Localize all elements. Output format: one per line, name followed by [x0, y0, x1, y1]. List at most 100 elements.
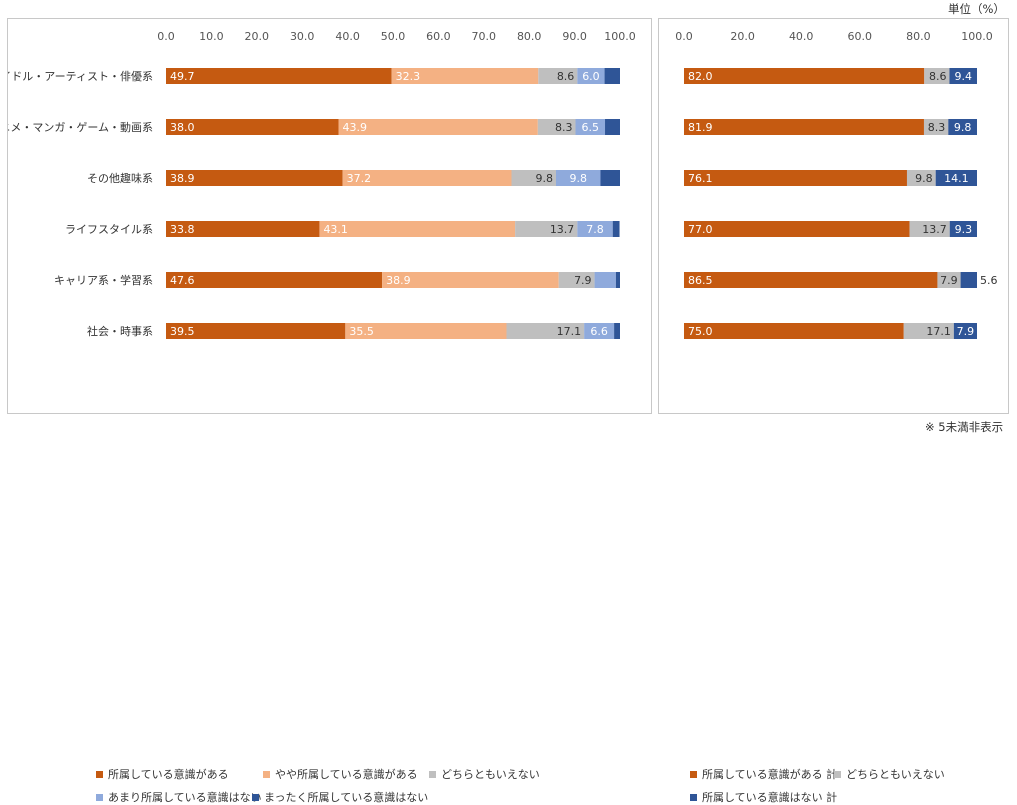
bar-segment [342, 170, 512, 186]
data-label: 75.0 [688, 325, 713, 338]
data-label: 39.5 [170, 325, 195, 338]
bar-segment [684, 170, 907, 186]
x-tick-label: 100.0 [961, 30, 993, 43]
data-label: 43.1 [323, 223, 348, 236]
data-label: 76.1 [688, 172, 713, 185]
data-label: 8.3 [928, 121, 946, 134]
bar-segment [684, 221, 910, 237]
data-label: 82.0 [688, 70, 713, 83]
data-label: 38.0 [170, 121, 195, 134]
x-tick-label: 50.0 [381, 30, 406, 43]
data-label: 47.6 [170, 274, 195, 287]
x-tick-label: 80.0 [906, 30, 931, 43]
data-label: 86.5 [688, 274, 713, 287]
bar-segment [923, 119, 949, 135]
bar-segment [515, 221, 578, 237]
bar-segment [935, 170, 977, 186]
data-label: 6.5 [582, 121, 600, 134]
right-stacked-bar-chart: 0.0 20.0 40.0 60.0 80.0 100.0 82.0 8.6 9.4 81.9 8.… [675, 30, 998, 339]
bar-segment [555, 170, 601, 186]
bar-segment [612, 221, 620, 237]
category-label: 社会・時事系 [87, 324, 153, 338]
legend-item: どちらともいえない [834, 766, 945, 782]
x-tick-label: 90.0 [562, 30, 587, 43]
x-tick-label: 70.0 [472, 30, 497, 43]
legend-item: どちらともいえない [429, 766, 540, 782]
legend-item: まったく所属している意識はない [252, 789, 428, 805]
footnote: ※ 5未満非表示 [925, 420, 1004, 434]
bar-segment [338, 119, 538, 135]
x-tick-label: 40.0 [335, 30, 360, 43]
legend-swatch [429, 770, 436, 778]
data-label: 33.8 [170, 223, 195, 236]
data-label: 6.6 [590, 325, 608, 338]
data-label: 17.1 [926, 325, 951, 338]
x-tick-label: 0.0 [157, 30, 175, 43]
x-tick-label: 60.0 [848, 30, 873, 43]
bar-segment [948, 119, 977, 135]
x-tick-label: 10.0 [199, 30, 224, 43]
bar-segment [345, 323, 507, 339]
bar-segment [558, 272, 595, 288]
data-label: 8.6 [557, 70, 575, 83]
bar-segment [949, 68, 977, 84]
bar-segment [577, 68, 605, 84]
bar-segment [575, 119, 606, 135]
left-stacked-bar-chart: 0.0 10.0 20.0 30.0 40.0 50.0 60.0 70.0 80.0 90.0 1… [0, 30, 636, 339]
data-label: 9.8 [954, 121, 972, 134]
data-label: 8.6 [929, 70, 947, 83]
data-label: 7.8 [586, 223, 604, 236]
category-label: ライフスタイル系 [65, 223, 153, 236]
bar-segment [909, 221, 950, 237]
x-tick-label: 20.0 [245, 30, 270, 43]
bar-segment [166, 68, 392, 84]
bar-segment [166, 272, 383, 288]
data-label: 37.2 [347, 172, 372, 185]
bar-segment [319, 221, 516, 237]
x-tick-label: 40.0 [789, 30, 814, 43]
bar-segment [538, 68, 578, 84]
data-label: 49.7 [170, 70, 195, 83]
data-label: 77.0 [688, 223, 713, 236]
category-label: その他趣味系 [87, 171, 153, 185]
legend-item: 所属している意識はない 計 [690, 789, 837, 805]
legend-swatch [263, 770, 270, 778]
x-tick-label: 0.0 [675, 30, 693, 43]
data-label: 9.8 [915, 172, 933, 185]
x-tick-label: 80.0 [517, 30, 542, 43]
x-tick-label: 100.0 [604, 30, 636, 43]
bar-segment [391, 68, 539, 84]
legend-item: 所属している意識がある 計 [690, 766, 837, 782]
data-label: 5.6 [980, 274, 998, 287]
bar-segment [537, 119, 576, 135]
legend-label: どちらともいえない [846, 768, 945, 781]
legend-swatch [690, 793, 697, 801]
bar-segment [600, 170, 620, 186]
bar-segment [577, 221, 613, 237]
legend-label: あまり所属している意識はない [108, 791, 262, 804]
bar-segment [937, 272, 961, 288]
x-tick-label: 60.0 [426, 30, 451, 43]
bar-segment [684, 68, 925, 84]
bar-segment [166, 221, 320, 237]
unit-label: 単位（%） [948, 2, 1005, 16]
data-label: 13.7 [922, 223, 947, 236]
bar-segment [511, 170, 556, 186]
legend-label: やや所属している意識がある [275, 768, 418, 781]
bar-segment [903, 323, 954, 339]
bar-segment [614, 323, 620, 339]
x-tick-label: 20.0 [730, 30, 755, 43]
legend-item: やや所属している意識がある [263, 766, 418, 782]
data-label: 35.5 [349, 325, 374, 338]
legend-swatch [690, 770, 697, 778]
data-label: 81.9 [688, 121, 713, 134]
data-label: 7.9 [940, 274, 958, 287]
data-label: 6.0 [582, 70, 600, 83]
data-label: 17.1 [557, 325, 582, 338]
category-label: キャリア系・学習系 [54, 273, 153, 287]
right-chart-panel: 0.0 20.0 40.0 60.0 80.0 100.0 82.0 8.6 9.4 81.9 8.… [658, 18, 1009, 804]
legend-label: まったく所属している意識はない [264, 791, 429, 804]
legend-swatch [834, 770, 841, 778]
data-label: 38.9 [386, 274, 411, 287]
data-label: 8.3 [555, 121, 573, 134]
